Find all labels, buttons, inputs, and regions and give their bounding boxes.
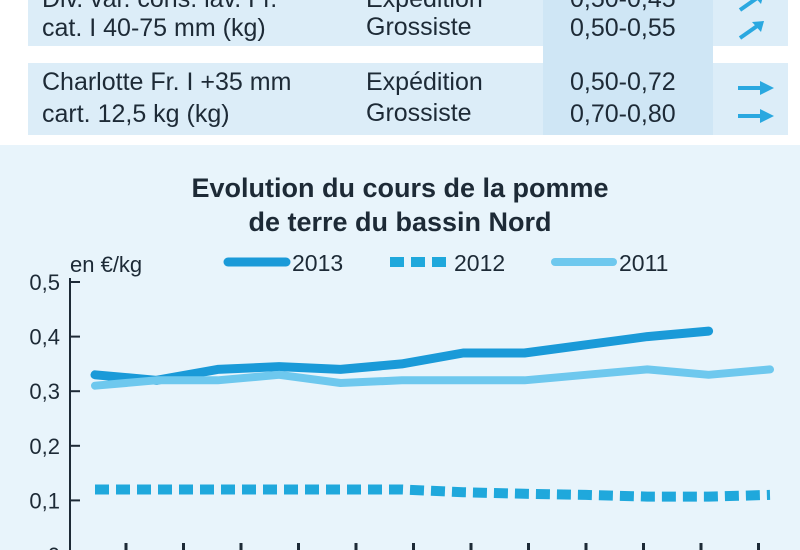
right-arrow-icon — [738, 109, 774, 123]
up-arrow-icon — [738, 0, 763, 12]
series-line-2011 — [91, 365, 774, 390]
y-tick-label: 0,1 — [29, 488, 60, 513]
y-tick-label: 0,3 — [29, 379, 60, 404]
price-chart: Evolution du cours de la pomme de terre … — [0, 150, 800, 550]
market-label: Expédition — [366, 0, 483, 15]
chart-legend: 2013 2012 2011 — [223, 250, 668, 276]
legend-label: 2013 — [292, 250, 343, 276]
price-value: 0,50-0,72 — [570, 68, 676, 96]
product-label: cat. I 40-75 mm (kg) — [42, 14, 266, 42]
price-column-band — [543, 0, 713, 135]
market-label: Expédition — [366, 68, 483, 96]
price-value: 0,70-0,80 — [570, 100, 676, 128]
y-tick-label: 0,2 — [29, 434, 60, 459]
series-line-2013 — [90, 326, 714, 385]
chart-title: Evolution du cours de la pomme — [191, 173, 609, 203]
y-axis-label: en €/kg — [70, 252, 142, 277]
chart-axes: 0 0,1 0,2 0,3 0,4 0,5 — [29, 270, 760, 550]
price-value: 0,50-0,55 — [570, 14, 676, 42]
legend-label: 2011 — [619, 250, 668, 276]
series-line-2012 — [95, 484, 771, 502]
chart-series — [90, 326, 774, 502]
right-arrow-icon — [738, 81, 774, 95]
y-tick-label: 0,4 — [29, 325, 60, 350]
product-label: cart. 12,5 kg (kg) — [42, 100, 230, 128]
price-table: Div. var. cons. lav. Fr. cat. I 40-75 mm… — [0, 0, 800, 145]
chart-subtitle: de terre du bassin Nord — [248, 207, 552, 237]
market-label: Grossiste — [366, 99, 472, 127]
market-label: Grossiste — [366, 13, 472, 41]
product-label: Div. var. cons. lav. Fr. — [42, 0, 277, 15]
y-tick-label: 0 — [48, 543, 60, 550]
legend-label: 2012 — [454, 250, 505, 276]
y-tick-label: 0,5 — [29, 270, 60, 295]
product-label: Charlotte Fr. I +35 mm — [42, 68, 292, 96]
price-value: 0,50-0,45 — [570, 0, 676, 15]
up-arrow-icon — [738, 21, 764, 40]
